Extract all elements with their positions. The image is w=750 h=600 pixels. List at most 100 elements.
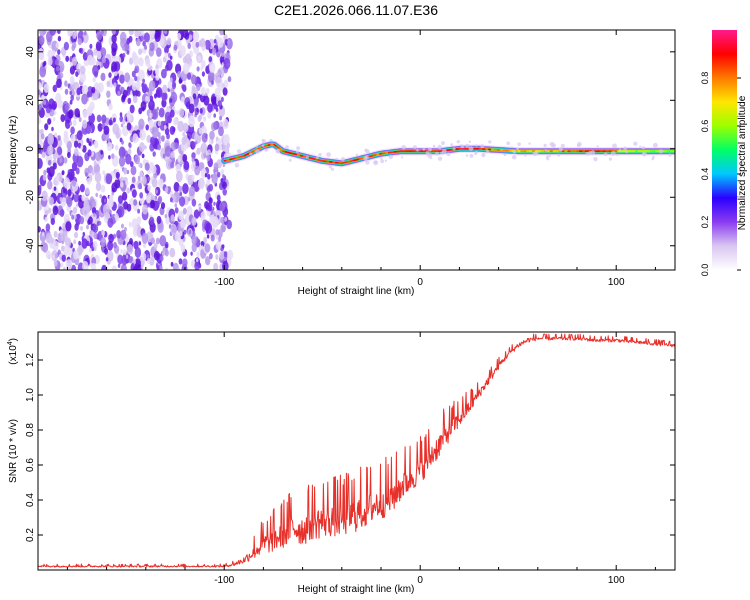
noise-blob bbox=[57, 35, 62, 42]
noise-blob bbox=[170, 261, 174, 267]
y-tick-label: 0.2 bbox=[25, 528, 36, 542]
noise-blob bbox=[88, 247, 92, 253]
noise-blob bbox=[156, 106, 159, 111]
noise-blob bbox=[91, 86, 96, 94]
noise-blob bbox=[117, 195, 124, 204]
noise-blob bbox=[203, 236, 208, 244]
ridge-speckle bbox=[608, 157, 613, 161]
chart-title: C2E1.2026.066.11.07.E36 bbox=[274, 2, 438, 18]
noise-blob bbox=[44, 123, 49, 131]
noise-blob bbox=[41, 151, 46, 158]
noise-blob bbox=[88, 216, 93, 225]
noise-blob bbox=[178, 108, 185, 118]
noise-blob bbox=[137, 175, 141, 181]
noise-blob bbox=[144, 162, 150, 171]
noise-blob bbox=[64, 103, 69, 111]
noise-blob bbox=[149, 216, 155, 226]
noise-blob bbox=[126, 254, 129, 259]
noise-blob bbox=[142, 40, 146, 47]
noise-blob bbox=[178, 258, 183, 265]
noise-blob bbox=[184, 53, 192, 65]
ridge-speckle bbox=[652, 155, 655, 159]
ridge-speckle bbox=[450, 143, 454, 147]
noise-blob bbox=[169, 55, 173, 60]
noise-blob bbox=[115, 171, 120, 179]
ridge-speckle bbox=[262, 139, 266, 144]
noise-blob bbox=[131, 176, 136, 183]
noise-blob bbox=[166, 59, 173, 71]
noise-blob bbox=[57, 49, 61, 55]
snr-scale-base: (x10 bbox=[8, 345, 19, 365]
noise-blob bbox=[162, 84, 168, 94]
noise-blob bbox=[79, 183, 85, 193]
noise-blob bbox=[73, 239, 77, 245]
noise-blob bbox=[38, 226, 41, 233]
noise-blob bbox=[120, 249, 123, 254]
ridge-speckle bbox=[603, 152, 608, 157]
noise-blob bbox=[193, 99, 199, 107]
noise-blob bbox=[69, 76, 75, 85]
ridge-speckle bbox=[460, 144, 465, 149]
x-tick-label: 0 bbox=[417, 277, 423, 288]
x-tick-label: 0 bbox=[417, 575, 423, 586]
noise-blob bbox=[149, 128, 152, 133]
noise-blob bbox=[101, 230, 105, 237]
noise-blob bbox=[120, 181, 124, 188]
noise-blob bbox=[52, 50, 56, 56]
noise-blob bbox=[184, 32, 190, 40]
ridge-speckle bbox=[465, 143, 470, 148]
noise-blob bbox=[167, 186, 172, 193]
noise-blob bbox=[213, 113, 216, 118]
ridge-speckle bbox=[532, 151, 538, 157]
ridge-speckle bbox=[401, 145, 407, 150]
noise-blob bbox=[146, 258, 151, 264]
noise-blob bbox=[74, 223, 79, 231]
noise-blob bbox=[219, 30, 225, 36]
noise-blob bbox=[227, 76, 232, 83]
noise-blob bbox=[104, 198, 107, 203]
noise-blob bbox=[106, 141, 113, 152]
noise-blob bbox=[116, 230, 122, 239]
noise-blob bbox=[178, 210, 184, 221]
colorbar-tick-label: 0.4 bbox=[700, 168, 710, 181]
noise-blob bbox=[61, 245, 65, 252]
noise-blob bbox=[161, 135, 165, 142]
noise-blob bbox=[117, 206, 125, 218]
noise-blob bbox=[161, 92, 167, 101]
noise-blob bbox=[63, 134, 69, 144]
noise-blob bbox=[138, 241, 142, 246]
noise-blob bbox=[122, 52, 126, 58]
noise-blob bbox=[104, 248, 109, 255]
noise-blob bbox=[55, 42, 59, 49]
ridge-speckle bbox=[225, 150, 230, 155]
ridge-speckle bbox=[658, 149, 664, 154]
noise-blob bbox=[121, 140, 124, 145]
noise-blob bbox=[175, 170, 183, 183]
noise-blob bbox=[217, 171, 221, 178]
noise-blob bbox=[97, 123, 103, 132]
noise-blob bbox=[154, 93, 157, 99]
noise-blob bbox=[179, 45, 186, 57]
noise-blob bbox=[214, 87, 221, 99]
noise-blob bbox=[101, 114, 107, 124]
noise-blob bbox=[60, 114, 66, 123]
noise-blob bbox=[220, 168, 225, 175]
noise-blob bbox=[145, 95, 149, 102]
noise-blob bbox=[224, 39, 229, 46]
noise-blob bbox=[82, 52, 88, 61]
noise-blob bbox=[41, 232, 45, 237]
noise-blob bbox=[177, 120, 185, 133]
noise-blob bbox=[38, 104, 42, 111]
colorbar-label: Normalized spectral amplitude bbox=[737, 95, 748, 230]
noise-blob bbox=[113, 82, 117, 88]
noise-blob bbox=[106, 90, 111, 98]
noise-blob bbox=[224, 216, 228, 222]
noise-blob bbox=[149, 136, 155, 146]
noise-blob bbox=[38, 51, 45, 61]
noise-blob bbox=[154, 68, 160, 76]
noise-blob bbox=[191, 152, 196, 160]
noise-blob bbox=[82, 32, 89, 44]
noise-blob bbox=[69, 86, 72, 91]
noise-blob bbox=[145, 58, 151, 67]
noise-blob bbox=[72, 180, 77, 187]
